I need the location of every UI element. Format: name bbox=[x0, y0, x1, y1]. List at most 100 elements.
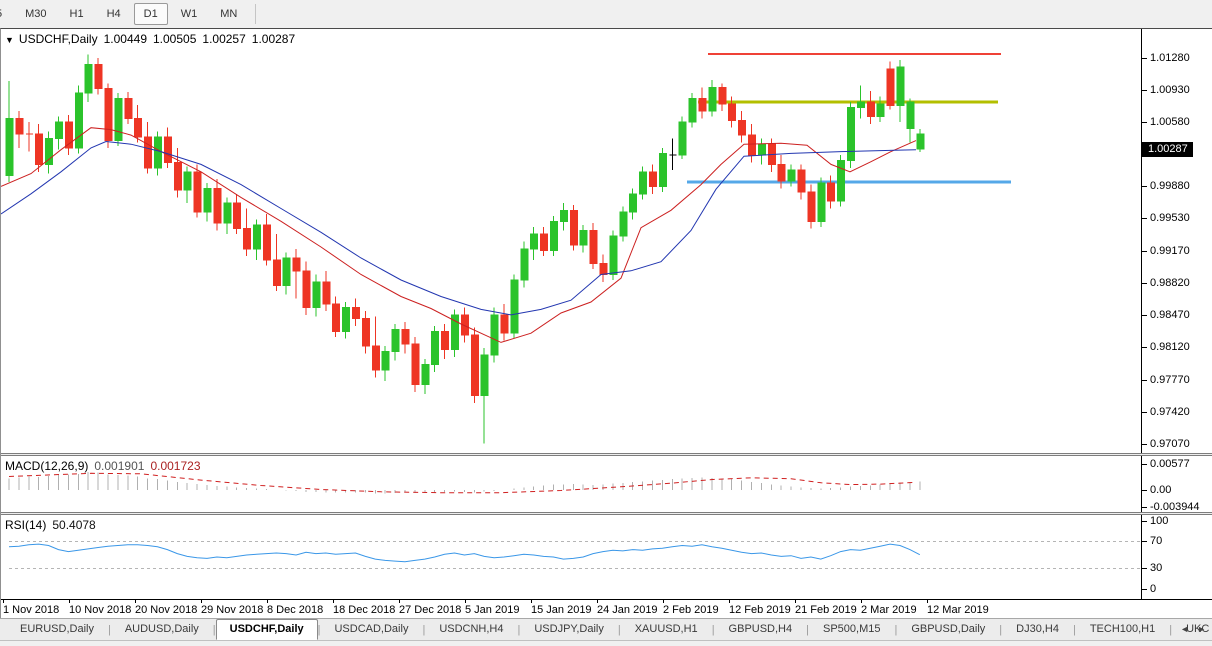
candle-body bbox=[559, 209, 568, 222]
candle-body bbox=[658, 152, 667, 187]
chart-tab-usdchf[interactable]: USDCHF,Daily bbox=[215, 619, 318, 640]
pane-divider[interactable] bbox=[1, 453, 1212, 456]
candle-body bbox=[134, 118, 143, 138]
candle-body bbox=[302, 270, 311, 309]
chart-tabbar: EURUSD,Daily | AUDUSD,Daily | USDCHF,Daily | U… bbox=[0, 618, 1212, 640]
time-axis-tick-mark bbox=[3, 600, 4, 603]
price-axis: 1.00287 1.012801.009301.005801.002300.99… bbox=[1142, 29, 1212, 453]
tab-separator: | bbox=[422, 624, 426, 636]
current-price-tag: 1.00287 bbox=[1142, 142, 1193, 157]
tab-separator: | bbox=[806, 624, 809, 636]
macd-axis-tick: 0.00 bbox=[1142, 484, 1171, 497]
toolbar-separator bbox=[255, 4, 257, 24]
price-axis-tick: 1.01280 bbox=[1142, 52, 1190, 65]
chart-tab-sp500[interactable]: SP500,M15 bbox=[822, 623, 881, 635]
time-axis-label: 2 Feb 2019 bbox=[663, 604, 719, 616]
candle-body bbox=[510, 279, 519, 334]
candle-body bbox=[74, 92, 83, 149]
candle-body bbox=[599, 262, 608, 276]
timeframe-button-d1[interactable]: D1 bbox=[133, 3, 168, 25]
time-axis-tick-mark bbox=[795, 600, 796, 603]
time-axis-tick-mark bbox=[465, 600, 466, 603]
candle-body bbox=[698, 97, 707, 112]
time-axis-tick-mark bbox=[927, 600, 928, 603]
candle-body bbox=[550, 220, 558, 252]
chart-tab-ukc[interactable]: UKC bbox=[1186, 623, 1210, 635]
time-axis-label: 2 Mar 2019 bbox=[861, 604, 917, 616]
candle-body bbox=[114, 97, 123, 142]
rsi-value: 50.4078 bbox=[52, 518, 96, 532]
candle-body bbox=[470, 334, 479, 397]
candle-body bbox=[361, 318, 370, 347]
candle-body bbox=[94, 63, 103, 89]
chart-tab-tech100[interactable]: TECH100,H1 bbox=[1089, 623, 1156, 635]
candle-body bbox=[243, 228, 252, 250]
candle-body bbox=[500, 314, 509, 334]
macd-axis-tick: -0.003944 bbox=[1142, 501, 1200, 514]
time-axis-tick-mark bbox=[333, 600, 334, 603]
chart-dropdown-icon[interactable]: ▼ bbox=[5, 35, 14, 45]
time-axis-tick-mark bbox=[135, 600, 136, 603]
candle-body bbox=[619, 211, 628, 237]
chart-tab-gbpusd[interactable]: GBPUSD,H4 bbox=[728, 623, 793, 635]
time-axis-tick-mark bbox=[729, 600, 730, 603]
candle-body bbox=[460, 314, 469, 336]
timeframe-button-h1[interactable]: H1 bbox=[69, 8, 84, 20]
candle-body bbox=[352, 307, 360, 320]
time-axis-label: 18 Dec 2018 bbox=[333, 604, 396, 616]
time-axis-label: 20 Nov 2018 bbox=[135, 604, 198, 616]
chart-tab-audusd[interactable]: AUDUSD,Daily bbox=[124, 623, 199, 635]
chart-tab-dj30[interactable]: DJ30,H4 bbox=[1016, 623, 1059, 635]
candle-body bbox=[233, 202, 242, 230]
macd-signal-value: 0.001723 bbox=[150, 459, 201, 473]
candle-body bbox=[253, 224, 261, 250]
chart-tab-eurusd[interactable]: EURUSD,Daily bbox=[20, 623, 94, 635]
candle-body bbox=[262, 224, 271, 261]
timeframe-button-mn[interactable]: MN bbox=[220, 8, 238, 20]
time-axis-label: 5 Jan 2019 bbox=[465, 604, 520, 616]
candle-body bbox=[64, 121, 73, 149]
candle-body bbox=[322, 281, 331, 305]
candle-body bbox=[421, 363, 430, 386]
chart-title: ▼ USDCHF,Daily 1.00449 1.00505 1.00257 1.0028… bbox=[5, 32, 295, 46]
candle-body bbox=[678, 121, 687, 156]
candle-body bbox=[154, 136, 162, 169]
timeframe-toolbar: 5 M30 H1 H4 D1 W1 MN bbox=[0, 0, 1212, 28]
candle-body bbox=[173, 162, 182, 191]
candle-body bbox=[332, 303, 341, 332]
ohlc-low: 1.00257 bbox=[202, 32, 246, 46]
candle-body bbox=[411, 343, 420, 386]
chart-tab-gbpusd[interactable]: GBPUSD,Daily bbox=[911, 623, 986, 635]
time-axis-label: 12 Mar 2019 bbox=[927, 604, 989, 616]
time-axis-label: 8 Dec 2018 bbox=[267, 604, 324, 616]
timeframe-button-w1[interactable]: W1 bbox=[180, 8, 198, 20]
tab-scroll-right-icon[interactable]: ► bbox=[1197, 624, 1206, 634]
chart-tab-xauusd[interactable]: XAUUSD,H1 bbox=[634, 623, 698, 635]
candle-body bbox=[451, 314, 459, 351]
candle-body bbox=[441, 330, 450, 351]
chart-tab-usdcnh[interactable]: USDCNH,H4 bbox=[439, 623, 504, 635]
candle-body bbox=[5, 118, 14, 176]
price-axis-tick: 1.00930 bbox=[1142, 84, 1190, 97]
candle-body bbox=[45, 138, 54, 165]
price-axis-tick: 0.97070 bbox=[1142, 438, 1190, 451]
timeframe-button-m5-partial[interactable]: 5 bbox=[0, 3, 12, 25]
macd-signal-line bbox=[8, 472, 917, 494]
chart-symbol-label: USDCHF,Daily bbox=[18, 32, 98, 46]
candle-body bbox=[837, 160, 846, 202]
candle-body bbox=[708, 86, 717, 112]
timeframe-button-m30[interactable]: M30 bbox=[25, 8, 47, 20]
ohlc-open: 1.00449 bbox=[103, 32, 147, 46]
time-axis-label: 12 Feb 2019 bbox=[729, 604, 791, 616]
timeframe-button-h4[interactable]: H4 bbox=[106, 8, 121, 20]
chart-tab-usdjpy[interactable]: USDJPY,Daily bbox=[534, 623, 604, 635]
macd-axis-tick: 0.00577 bbox=[1142, 458, 1190, 471]
candle-body bbox=[540, 233, 549, 252]
chart-tab-usdcad[interactable]: USDCAD,Daily bbox=[334, 623, 409, 635]
candle-body bbox=[84, 63, 93, 94]
macd-axis: 0.00577 0.00 -0.003944 bbox=[1142, 456, 1212, 514]
tab-scroll-left-icon[interactable]: ◄ bbox=[1180, 624, 1190, 634]
candle-body bbox=[748, 134, 756, 156]
candlestick-chart bbox=[1, 29, 1141, 453]
pane-divider[interactable] bbox=[1, 512, 1212, 515]
